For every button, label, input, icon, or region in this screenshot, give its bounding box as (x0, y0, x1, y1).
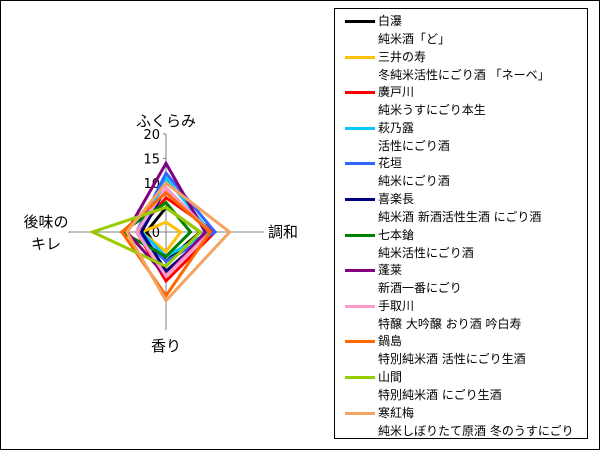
legend-swatch (345, 20, 375, 23)
axis-label-3: 後味のキレ (23, 213, 68, 253)
legend-swatch (345, 197, 375, 201)
tick-label: 15 (143, 153, 160, 168)
tick-label: 0 (152, 226, 160, 241)
legend-series-name: 蓬莱 (378, 263, 403, 278)
legend-item: 花垣 純米にごり酒 (341, 155, 587, 191)
legend-item: 手取川特醸 大吟醸 おり酒 吟白寿 (341, 298, 587, 334)
legend-series-desc: 特別純米酒 活性にごり生酒 (378, 352, 526, 367)
legend-item: 喜楽長純米酒 新酒活性生酒 にごり酒 (341, 191, 587, 227)
legend-swatch (345, 91, 375, 95)
series-line-4 (134, 170, 218, 264)
legend-swatch (345, 55, 375, 59)
legend-item: 萩乃露 活性にごり酒 (341, 120, 587, 156)
series-line-11 (124, 180, 232, 304)
axis-label-2: 香り (151, 337, 181, 355)
legend-series-desc: 純米酒「ど」 (378, 32, 451, 46)
legend-series-desc: 特醸 大吟醸 おり酒 吟白寿 (378, 316, 522, 331)
legend-series-name: 白瀑 (378, 14, 403, 28)
tick-label: 20 (143, 128, 160, 143)
legend-series-name: 萩乃露 (378, 120, 415, 135)
axis-label-line: ふくらみ (136, 112, 196, 130)
legend-series-name: 七本鎗 (378, 227, 415, 242)
legend-series-desc: 純米しぼりたて原酒 冬のうすにごり (378, 423, 574, 438)
legend-series-desc: 冬純米活性にごり酒 「ネーベ」 (378, 67, 550, 82)
legend-series-desc: 活性にごり酒 (378, 138, 450, 153)
legend-series-name: 花垣 (378, 156, 403, 171)
legend-item: 蓬莱 新酒一番にごり (341, 262, 587, 298)
legend-item: 鍋島特別純米酒 活性にごり生酒 (341, 333, 587, 369)
legend-series-desc: 純米うすにごり本生 (378, 103, 486, 118)
axis-label-line: 香り (151, 337, 181, 355)
legend-item: 廣戸川純米うすにごり本生 (341, 84, 587, 120)
series-line-6 (119, 200, 193, 259)
legend-item: 三井の寿冬純米活性にごり酒 「ネーベ」 (341, 49, 587, 85)
axis-label-line: 調和 (268, 223, 298, 241)
legend-series-name: 喜楽長 (378, 191, 415, 206)
axis-label-line: 後味の (23, 213, 68, 231)
legend-series-desc: 新酒一番にごり (378, 281, 462, 296)
legend-swatch (345, 411, 375, 415)
legend-item: 寒紅梅純米しぼりたて原酒 冬のうすにごり (341, 405, 587, 441)
legend-series-name: 手取川 (378, 298, 415, 313)
legend-series-name: 三井の寿 (378, 49, 427, 64)
legend-item: 山間特別純米酒 にごり生酒 (341, 369, 587, 405)
legend-swatch (345, 269, 375, 273)
legend-series-desc: 純米活性にごり酒 (378, 245, 474, 260)
legend-series-name: 鍋島 (378, 334, 403, 349)
legend-series-desc: 特別純米酒 にごり生酒 (378, 387, 502, 402)
axis-label-1: 調和 (268, 223, 298, 241)
legend-swatch (345, 304, 375, 308)
series-line-10 (88, 205, 203, 269)
legend-item: 白瀑 純米酒「ど」 (341, 13, 587, 49)
legend-swatch (345, 126, 375, 130)
legend: 白瀑純米酒「ど」 三井の寿冬純米活性にごり酒 「ネーベ」 廣戸川純米うすにごり本生萩… (334, 8, 588, 439)
legend-series-name: 廣戸川 (378, 85, 415, 100)
legend-swatch (345, 340, 375, 344)
axis-label-0: ふくらみ (136, 112, 196, 130)
legend-swatch (345, 375, 375, 379)
legend-swatch (345, 162, 375, 166)
axis-label-line: キレ (31, 235, 61, 253)
legend-swatch (345, 233, 375, 237)
legend-series-name: 山間 (378, 369, 403, 384)
series-line-1 (138, 220, 183, 254)
legend-series-desc: 純米酒 新酒活性生酒 にごり酒 (378, 209, 542, 224)
legend-series-desc: 純米にごり酒 (378, 174, 450, 189)
legend-item: 七本鎗純米活性にごり酒 (341, 227, 587, 263)
legend-series-name: 寒紅梅 (378, 405, 415, 420)
